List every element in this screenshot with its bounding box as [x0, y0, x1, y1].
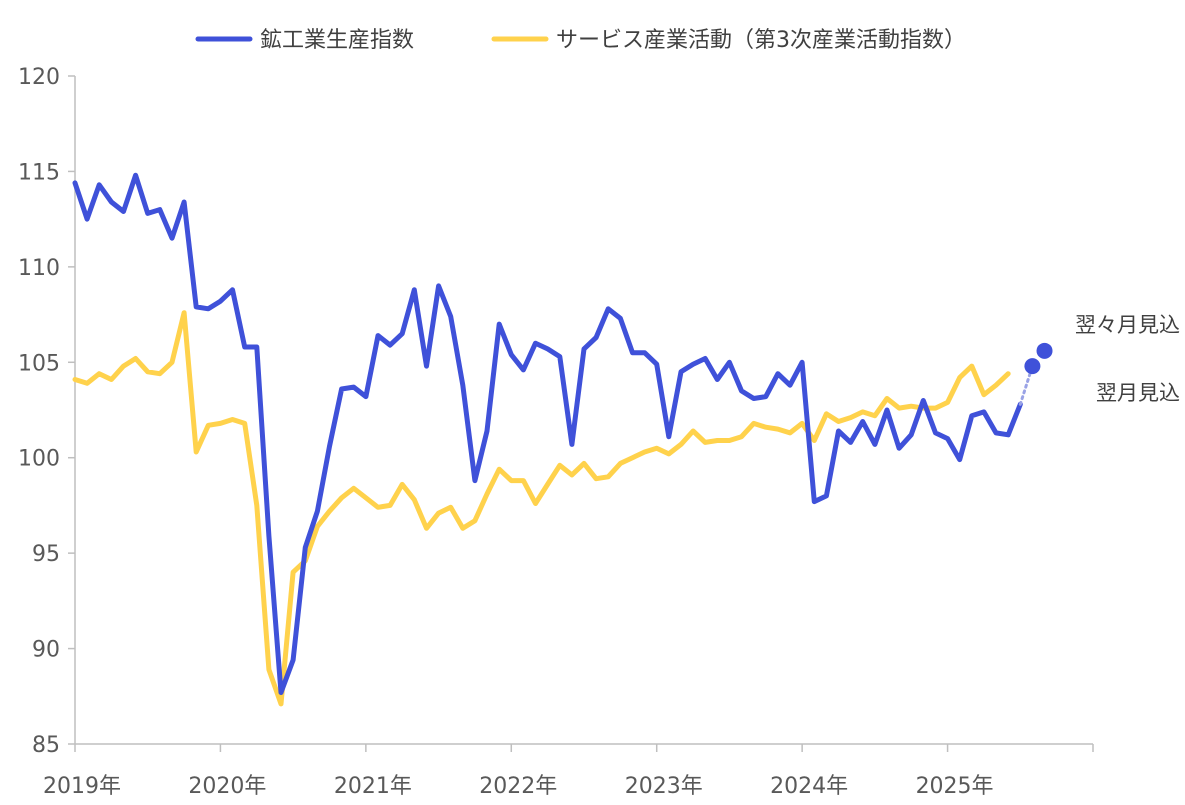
forecast-annotations: 翌々月見込 翌月見込: [1075, 313, 1180, 405]
x-tick-label: 2020年: [188, 774, 266, 799]
x-tick-label: 2024年: [770, 774, 848, 799]
x-tick-label: 2021年: [334, 774, 412, 799]
legend-label-services: サービス産業活動（第3次産業活動指数）: [556, 28, 966, 53]
forecast-point-next-month: [1024, 358, 1041, 375]
y-tick-label: 105: [18, 351, 60, 376]
y-tick-label: 95: [32, 542, 60, 567]
forecast-label-next-month: 翌月見込: [1096, 381, 1180, 405]
legend-label-production: 鉱工業生産指数: [260, 28, 414, 53]
forecast-point-month-after-next: [1036, 342, 1053, 359]
legend: 鉱工業生産指数 サービス産業活動（第3次産業活動指数）: [195, 28, 966, 53]
y-tick-label: 115: [18, 160, 60, 185]
y-tick-label: 110: [18, 256, 60, 281]
x-tick-label: 2023年: [625, 774, 703, 799]
y-tick-label: 120: [18, 65, 60, 90]
series-line-services: [72, 310, 1011, 707]
x-tick-label: 2019年: [43, 774, 121, 799]
y-tick-label: 100: [18, 447, 60, 472]
x-tick-label: 2022年: [479, 774, 557, 799]
x-tick-label: 2025年: [916, 774, 994, 799]
plot-area: [72, 172, 1053, 707]
axes: 85 90 95 100 105 110 115 120 2019年 2020年 2021年 2022…: [18, 65, 1094, 799]
y-tick-label: 85: [32, 733, 60, 758]
series-line-production: [72, 172, 1023, 695]
y-tick-label: 90: [32, 638, 60, 663]
forecast-label-month-after-next: 翌々月見込: [1075, 313, 1180, 337]
